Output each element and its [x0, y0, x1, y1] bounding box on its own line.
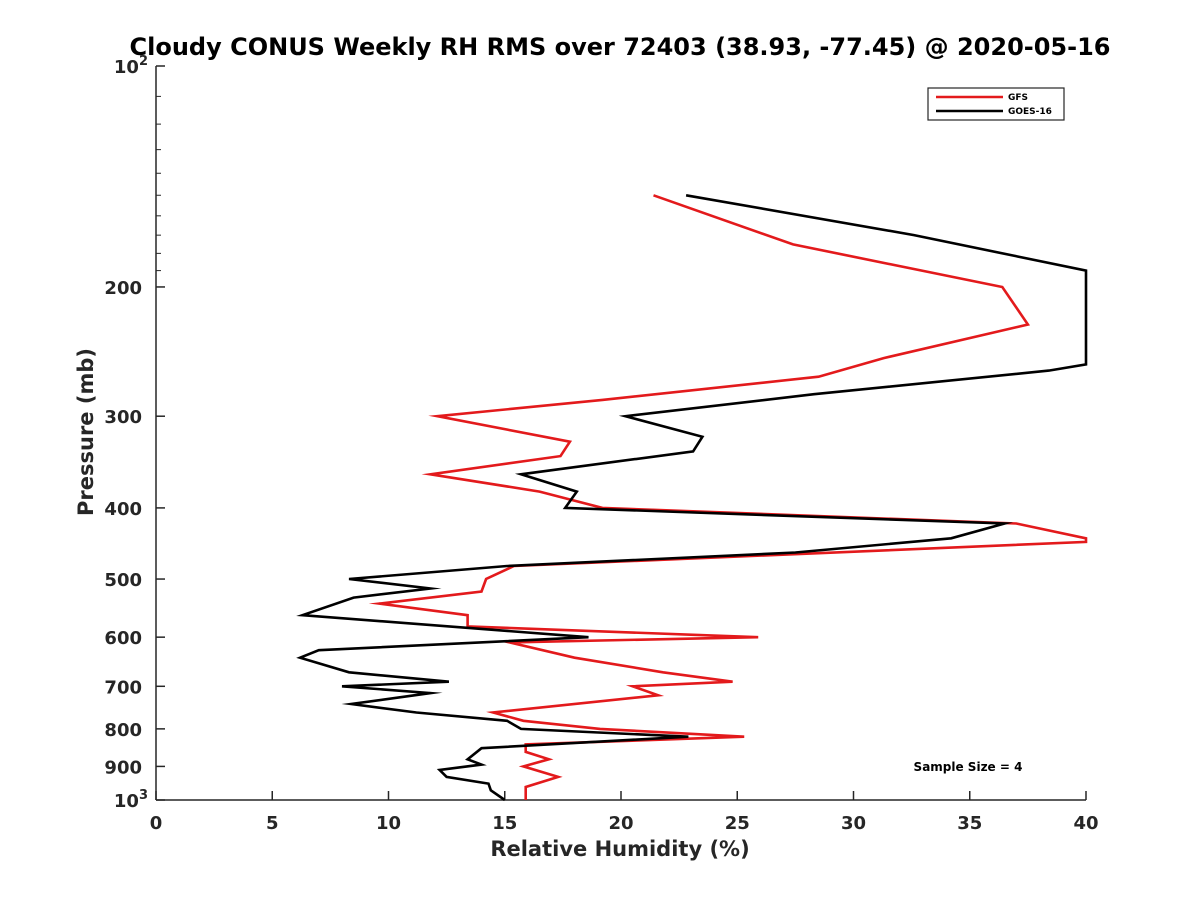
- y-tick-label: 400: [104, 499, 142, 520]
- y-tick-label: 300: [104, 407, 142, 428]
- x-tick-label: 10: [376, 813, 401, 834]
- x-tick-label: 0: [150, 813, 163, 834]
- plot-area: 0 5 10 15 20 25 30 35 40 102 200 300 400 500 600 700 800…: [104, 54, 1098, 834]
- x-tick-label: 30: [841, 813, 866, 834]
- y-tick-label: 500: [104, 570, 142, 591]
- y-tick-label: 103: [114, 788, 148, 812]
- sample-size-annotation: Sample Size = 4: [914, 760, 1023, 774]
- legend-box: [927, 87, 1065, 121]
- legend-label: GFS: [1008, 93, 1028, 103]
- x-tick-label: 15: [492, 813, 517, 834]
- series-line-gfs: [368, 194, 1088, 800]
- y-tick-label: 600: [104, 628, 142, 649]
- chart-title: Cloudy CONUS Weekly RH RMS over 72403 (3…: [130, 33, 1111, 61]
- x-tick-label: 40: [1073, 813, 1098, 834]
- y-tick-label: 102: [114, 54, 148, 78]
- y-axis-label: Pressure (mb): [74, 348, 98, 516]
- legend-label: GOES-16: [1008, 107, 1052, 117]
- x-tick-label: 5: [266, 813, 279, 834]
- x-tick-label: 25: [725, 813, 750, 834]
- x-tick-label: 20: [608, 813, 633, 834]
- legend: GFS GOES-16: [927, 87, 1065, 121]
- series-line-goes-16: [296, 194, 1088, 802]
- y-tick-label: 900: [104, 757, 142, 778]
- x-tick-label: 35: [957, 813, 982, 834]
- x-axis-label: Relative Humidity (%): [490, 837, 749, 861]
- y-tick-label: 200: [104, 278, 142, 299]
- y-tick-label: 700: [104, 677, 142, 698]
- y-tick-label: 800: [104, 720, 142, 741]
